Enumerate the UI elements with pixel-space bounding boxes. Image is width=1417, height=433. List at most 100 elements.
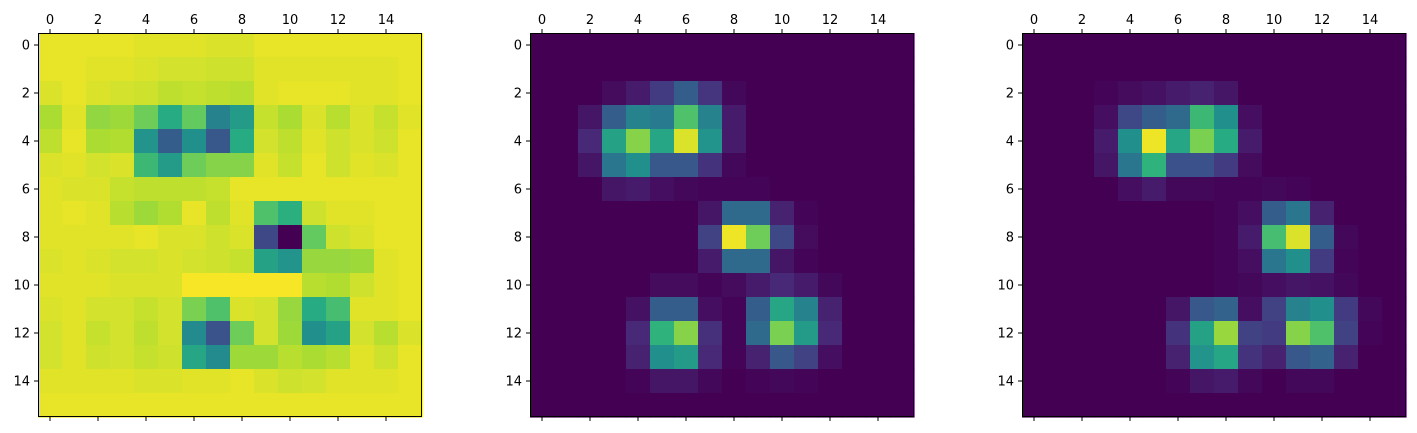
heatmap-cell [1238, 369, 1263, 394]
heatmap-cell [1142, 225, 1167, 250]
heatmap-cell [698, 153, 723, 178]
heatmap-cell [1214, 153, 1239, 178]
heatmap-cell [254, 369, 279, 394]
heatmap-cell [1358, 249, 1383, 274]
heatmap-cell [554, 177, 579, 202]
heatmap-cell [770, 321, 795, 346]
heatmap-cell [890, 369, 915, 394]
heatmap-cell [182, 345, 207, 370]
heatmap-cell [326, 153, 351, 178]
heatmap-cell [1118, 177, 1143, 202]
heatmap-cell [302, 57, 327, 82]
heatmap-cell [158, 177, 183, 202]
heatmap-cell [1358, 153, 1383, 178]
heatmap-cell [374, 321, 399, 346]
heatmap-cell [674, 33, 699, 58]
heatmap-cell [62, 249, 87, 274]
heatmap-cell [326, 393, 351, 418]
heatmap-cell [1286, 177, 1311, 202]
heatmap-cell [1238, 225, 1263, 250]
heatmap-cell [842, 249, 867, 274]
heatmap-cell [1238, 81, 1263, 106]
heatmap-cell [206, 225, 231, 250]
heatmap-cell [1094, 153, 1119, 178]
y-tick-label: 12 [505, 327, 522, 342]
heatmap-cell [794, 369, 819, 394]
heatmap-cell [890, 129, 915, 154]
heatmap-cell [794, 129, 819, 154]
heatmap-cell [818, 177, 843, 202]
heatmap-cell [674, 201, 699, 226]
heatmap-cell [326, 201, 351, 226]
heatmap-cell [650, 369, 675, 394]
heatmap-cell [398, 345, 423, 370]
heatmap-cell [842, 105, 867, 130]
heatmap-cell [326, 321, 351, 346]
heatmap-cell [206, 81, 231, 106]
heatmap-cell [1238, 57, 1263, 82]
heatmap-cell [626, 249, 651, 274]
heatmap-cell [374, 105, 399, 130]
heatmap-cell [1070, 273, 1095, 298]
heatmap-cell [698, 105, 723, 130]
heatmap-cell [1382, 393, 1407, 418]
heatmap-cell [1166, 153, 1191, 178]
heatmap-cell [554, 201, 579, 226]
heatmap-cell [842, 321, 867, 346]
heatmap-cell [350, 153, 375, 178]
heatmap-cell [1166, 297, 1191, 322]
heatmap-cell [722, 249, 747, 274]
x-tick-label: 12 [822, 13, 839, 28]
heatmap-cell [602, 225, 627, 250]
heatmap-cell [86, 225, 111, 250]
heatmap-cell [650, 345, 675, 370]
heatmap-cell [794, 225, 819, 250]
heatmap-cell [1070, 81, 1095, 106]
heatmap-cell [374, 225, 399, 250]
heatmap-cell [350, 297, 375, 322]
x-tick-label: 10 [774, 13, 791, 28]
heatmap-cell [350, 225, 375, 250]
heatmap-cell [554, 33, 579, 58]
heatmap-cell [110, 273, 135, 298]
x-tick-label: 4 [142, 13, 150, 28]
heatmap-cell [1046, 81, 1071, 106]
heatmap-cell [530, 393, 555, 418]
heatmap-cell [254, 225, 279, 250]
axes-frame [1022, 33, 1406, 417]
heatmap-cell [1286, 249, 1311, 274]
heatmap-cell [770, 33, 795, 58]
heatmap-cell [1094, 297, 1119, 322]
heatmap-cell [1046, 273, 1071, 298]
heatmap-cell [554, 57, 579, 82]
heatmap-cell [254, 105, 279, 130]
heatmap-cell [770, 225, 795, 250]
y-tick-label: 6 [514, 183, 522, 198]
heatmap-cell [554, 345, 579, 370]
heatmap-cell [206, 33, 231, 58]
heatmap-cell [530, 201, 555, 226]
heatmap-cell [86, 81, 111, 106]
heatmap-cell [38, 129, 63, 154]
heatmap-cell [818, 369, 843, 394]
heatmap-cell [554, 393, 579, 418]
heatmap-cell [1382, 369, 1407, 394]
heatmap-cell [206, 249, 231, 274]
heatmap-cell [794, 321, 819, 346]
heatmap-cell [110, 321, 135, 346]
heatmap-cell [374, 369, 399, 394]
heatmap-cell [1190, 105, 1215, 130]
heatmap-cell [278, 393, 303, 418]
heatmap-cell [254, 81, 279, 106]
heatmap-cell [158, 81, 183, 106]
heatmap-cell [650, 297, 675, 322]
heatmap-cell [1286, 57, 1311, 82]
heatmap-cell [698, 57, 723, 82]
heatmap-cell [1334, 81, 1359, 106]
heatmap-cell [1118, 201, 1143, 226]
heatmap-cell [1238, 321, 1263, 346]
heatmap-cell [1190, 57, 1215, 82]
heatmap-cell [578, 393, 603, 418]
heatmap-cell [698, 249, 723, 274]
heatmap-cell [1142, 57, 1167, 82]
